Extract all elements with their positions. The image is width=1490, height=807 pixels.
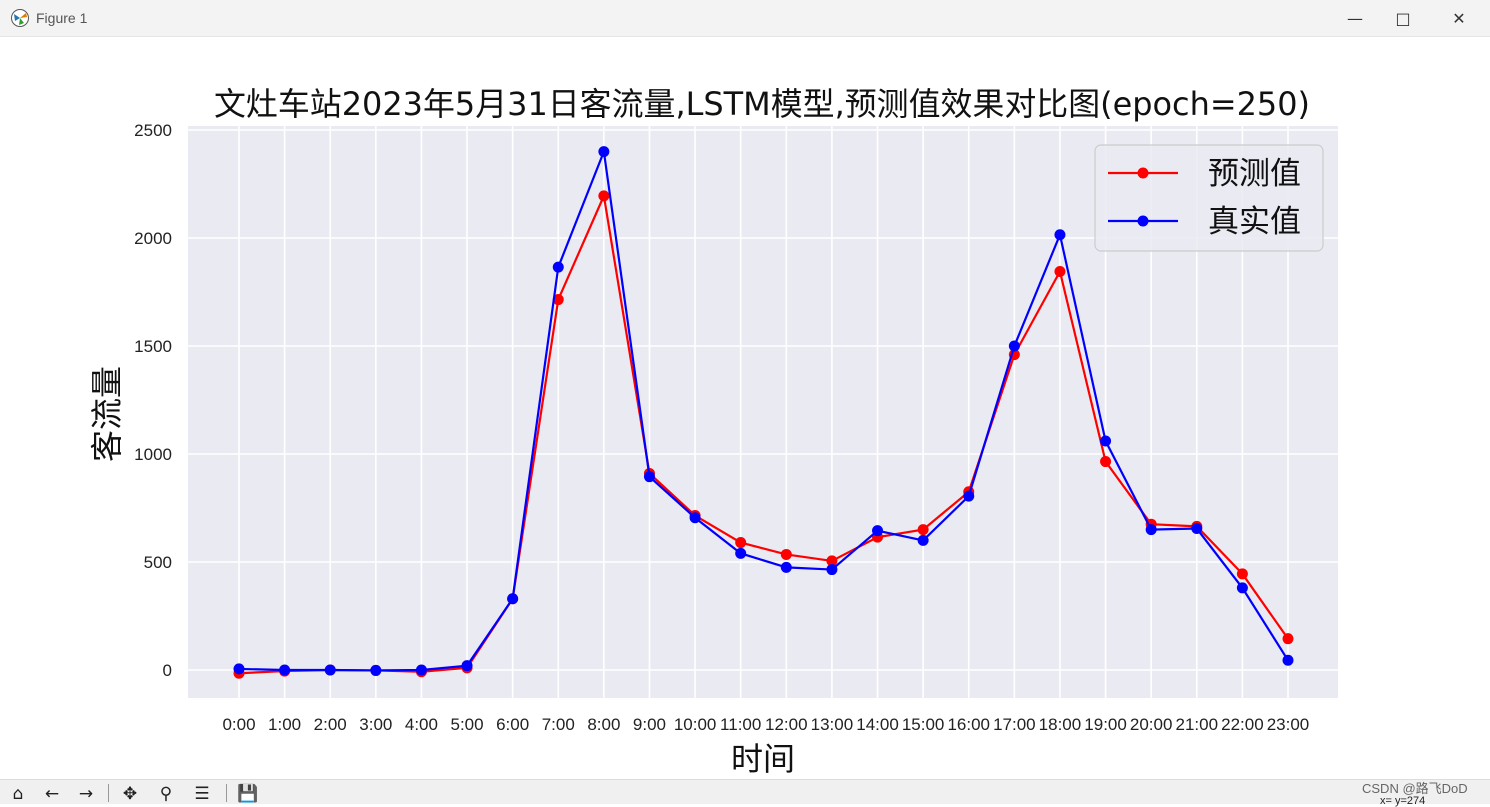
y-tick-label: 2500 — [134, 121, 172, 140]
data-point-series-2 — [689, 512, 701, 524]
data-point-series-2 — [598, 146, 610, 158]
watermark-text: CSDN @路飞DoD — [1362, 781, 1468, 796]
x-tick-label: 17:00 — [993, 715, 1036, 734]
window-titlebar: Figure 1 — □ ✕ — [0, 0, 1490, 37]
legend-label-1: 预测值 — [1208, 156, 1301, 192]
data-point-series-2 — [370, 664, 382, 676]
zoom-icon[interactable]: ⚲ — [159, 784, 173, 804]
x-tick-label: 16:00 — [947, 715, 990, 734]
line-chart: 0 500 1000 1500 2000 2500 0:00 1:00 2:00 3:00 4:00… — [88, 85, 1338, 778]
series-line-2 — [238, 147, 1289, 672]
data-point-series-2 — [279, 664, 291, 676]
legend-label-2: 真实值 — [1208, 204, 1301, 240]
x-tick-label: 9:00 — [633, 715, 666, 734]
data-point-series-2 — [461, 660, 473, 672]
x-tick-label: 11:00 — [720, 715, 761, 734]
toolbar-separator — [108, 784, 109, 802]
x-tick-label: 22:00 — [1221, 715, 1264, 734]
minimize-button[interactable]: — — [1332, 0, 1378, 36]
x-tick-label: 2:00 — [314, 715, 347, 734]
data-point-series-1 — [598, 190, 610, 202]
legend-marker-1 — [1137, 167, 1149, 179]
maximize-icon: □ — [1395, 8, 1411, 28]
data-point-series-1 — [1282, 633, 1294, 645]
cursor-coordinates: x= y=274 — [1380, 795, 1426, 807]
data-point-series-1 — [917, 524, 929, 536]
data-point-series-2 — [1236, 582, 1248, 594]
data-point-series-1 — [1054, 265, 1066, 277]
legend-marker-2 — [1137, 215, 1149, 227]
y-axis-label: 客流量 — [88, 366, 126, 462]
x-tick-label: 8:00 — [587, 715, 620, 734]
data-point-series-2 — [917, 534, 929, 546]
x-tick-label: 12:00 — [765, 715, 808, 734]
data-point-series-2 — [1008, 340, 1020, 352]
data-point-series-2 — [324, 664, 336, 676]
y-tick-label: 500 — [144, 553, 172, 572]
data-point-series-2 — [1191, 523, 1203, 535]
data-point-series-1 — [780, 548, 792, 560]
series-line-1 — [238, 192, 1289, 675]
configure-icon[interactable]: ☰ — [194, 784, 210, 804]
x-tick-label: 21:00 — [1176, 715, 1219, 734]
forward-icon[interactable]: → — [78, 784, 94, 804]
x-tick-label: 20:00 — [1130, 715, 1173, 734]
window-title: Figure 1 — [36, 10, 88, 26]
x-tick-label: 15:00 — [902, 715, 945, 734]
y-tick-label: 1000 — [134, 445, 172, 464]
x-tick-label: 0:00 — [222, 715, 255, 734]
toolbar-separator — [226, 784, 227, 802]
data-point-series-1 — [552, 294, 564, 306]
data-point-series-2 — [1054, 229, 1066, 241]
x-tick-label: 6:00 — [496, 715, 529, 734]
data-point-series-2 — [1100, 435, 1112, 447]
minimize-icon: — — [1347, 8, 1363, 28]
data-point-series-2 — [963, 490, 975, 502]
data-point-series-2 — [872, 525, 884, 537]
x-tick-label: 19:00 — [1084, 715, 1127, 734]
x-tick-label: 23:00 — [1267, 715, 1310, 734]
x-axis-label: 时间 — [731, 740, 795, 778]
data-point-series-2 — [780, 561, 792, 573]
data-point-series-2 — [415, 664, 427, 676]
home-icon[interactable]: ⌂ — [12, 784, 24, 804]
data-point-series-2 — [233, 663, 245, 675]
y-tick-label: 2000 — [134, 229, 172, 248]
close-icon: ✕ — [1452, 8, 1466, 28]
data-point-series-1 — [826, 555, 838, 567]
data-point-series-2 — [826, 564, 838, 576]
x-tick-label: 13:00 — [811, 715, 854, 734]
x-tick-label: 7:00 — [542, 715, 575, 734]
x-tick-label: 14:00 — [856, 715, 899, 734]
y-tick-label: 0 — [163, 661, 172, 680]
x-tick-label: 18:00 — [1039, 715, 1082, 734]
navigation-toolbar: ⌂ ← → ✥ ⚲ ☰ 💾 — [0, 779, 1490, 804]
legend-box — [1094, 144, 1324, 252]
pan-icon[interactable]: ✥ — [122, 784, 138, 804]
data-point-series-2 — [507, 593, 519, 605]
data-point-series-2 — [1145, 524, 1157, 536]
data-point-series-2 — [552, 261, 564, 273]
data-point-series-1 — [735, 537, 747, 549]
x-tick-label: 3:00 — [359, 715, 392, 734]
data-point-series-2 — [735, 547, 747, 559]
data-point-series-1 — [1100, 456, 1112, 468]
back-icon[interactable]: ← — [44, 784, 60, 804]
x-tick-label: 1:00 — [268, 715, 301, 734]
x-tick-label: 5:00 — [450, 715, 483, 734]
close-button[interactable]: ✕ — [1436, 0, 1482, 36]
chart-title: 文灶车站2023年5月31日客流量,LSTM模型,预测值效果对比图(epoch=… — [214, 85, 1310, 123]
x-tick-label: 10:00 — [674, 715, 717, 734]
data-point-series-2 — [643, 471, 655, 483]
data-point-series-1 — [1236, 568, 1248, 580]
maximize-button[interactable]: □ — [1380, 0, 1426, 36]
y-tick-label: 1500 — [134, 337, 172, 356]
data-point-series-2 — [1282, 654, 1294, 666]
save-icon[interactable]: 💾 — [237, 784, 259, 804]
matplotlib-logo-icon — [11, 9, 29, 27]
x-tick-label: 4:00 — [405, 715, 438, 734]
